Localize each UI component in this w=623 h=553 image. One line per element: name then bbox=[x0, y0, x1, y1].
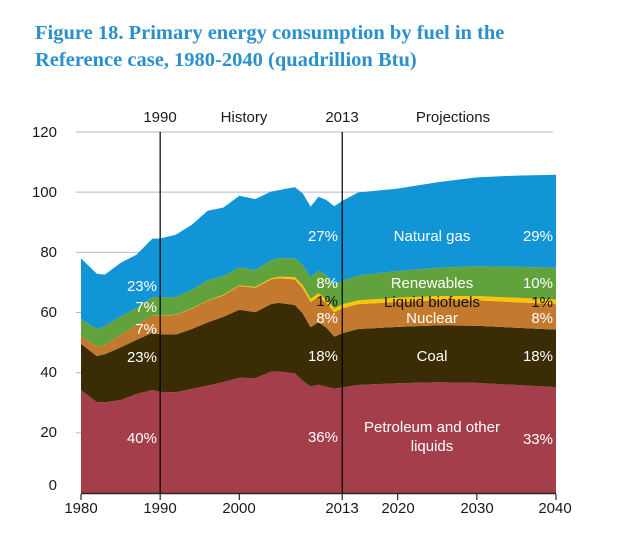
pct-2013-coal: 18% bbox=[307, 348, 338, 365]
pct-1990-coal: 23% bbox=[126, 349, 157, 366]
y-tick-80: 80 bbox=[40, 244, 57, 261]
figure-title-line1: Figure 18. Primary energy consumption by… bbox=[35, 22, 505, 44]
x-tick-2020: 2020 bbox=[381, 500, 415, 517]
pct-1990-renewables: 7% bbox=[135, 299, 157, 316]
header-year-1990-label: 1990 bbox=[143, 109, 177, 126]
series-label-nuclear: Nuclear bbox=[406, 310, 458, 327]
figure-title-line2: Reference case, 1980-2040 (quadrillion B… bbox=[35, 49, 417, 71]
area-petroleum bbox=[81, 371, 556, 493]
x-tick-2000: 2000 bbox=[222, 500, 256, 517]
series-label-petroleum: Petroleum and other liquids bbox=[364, 419, 500, 455]
y-tick-100: 100 bbox=[31, 184, 57, 201]
pct-2040-natural-gas: 29% bbox=[522, 228, 553, 245]
header-history-label: History bbox=[220, 109, 268, 126]
pct-2040-renewables: 10% bbox=[522, 275, 553, 292]
x-tick-2013: 2013 bbox=[325, 500, 359, 517]
pct-2040-coal: 18% bbox=[522, 348, 553, 365]
pct-1990-nuclear: 7% bbox=[135, 321, 157, 338]
series-label-coal: Coal bbox=[416, 348, 448, 365]
y-tick-40: 40 bbox=[40, 364, 57, 381]
pct-2013-petroleum: 36% bbox=[307, 429, 338, 446]
y-tick-20: 20 bbox=[40, 424, 57, 441]
header-projections-label: Projections bbox=[415, 109, 491, 126]
series-label-renewables: Renewables bbox=[390, 275, 474, 292]
pct-1990-natural-gas: 23% bbox=[126, 278, 157, 295]
series-label-liquid-biofuels: Liquid biofuels bbox=[384, 294, 480, 311]
x-tick-1990: 1990 bbox=[143, 500, 177, 517]
y-tick-0: 0 bbox=[48, 477, 57, 494]
pct-2013-liquid-biofuels: 1% bbox=[316, 293, 338, 310]
x-tick-2040: 2040 bbox=[538, 500, 572, 517]
x-tick-1980: 1980 bbox=[64, 500, 98, 517]
header-year-2013-label: 2013 bbox=[325, 109, 359, 126]
y-tick-120: 120 bbox=[31, 124, 57, 141]
area-nuclear bbox=[81, 278, 556, 357]
area-natural_gas bbox=[81, 174, 556, 329]
y-tick-60: 60 bbox=[40, 304, 57, 321]
area-renewables bbox=[81, 258, 556, 347]
pct-2040-liquid-biofuels: 1% bbox=[531, 294, 553, 311]
pct-2013-nuclear: 8% bbox=[316, 310, 338, 327]
figure-title: Figure 18. Primary energy consumption by… bbox=[35, 20, 595, 74]
area-coal bbox=[81, 302, 556, 403]
pct-2040-petroleum: 33% bbox=[522, 431, 553, 448]
series-label-natural-gas: Natural gas bbox=[393, 228, 471, 245]
pct-2013-natural-gas: 27% bbox=[307, 228, 338, 245]
pct-2013-renewables: 8% bbox=[316, 275, 338, 292]
pct-1990-petroleum: 40% bbox=[126, 430, 157, 447]
x-tick-2030: 2030 bbox=[460, 500, 494, 517]
pct-2040-nuclear: 8% bbox=[531, 310, 553, 327]
